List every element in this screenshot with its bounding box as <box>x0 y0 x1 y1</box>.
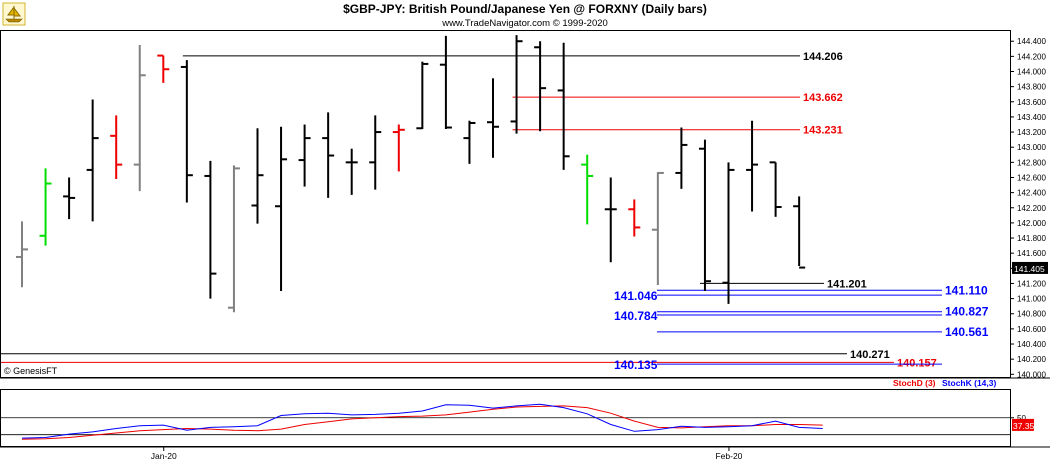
ohlc-bar <box>416 61 429 130</box>
price-tick-label: 142.600 <box>1017 173 1046 182</box>
date-tick-label: Feb-20 <box>715 451 742 461</box>
level-label: 141.046 <box>614 289 658 303</box>
sailing-ship-icon <box>2 2 26 26</box>
ohlc-bar <box>534 41 547 132</box>
price-tick-label: 143.200 <box>1017 128 1046 137</box>
ohlc-bar <box>63 177 76 220</box>
price-tick-label: 140.000 <box>1017 370 1046 379</box>
price-bars <box>16 35 806 313</box>
price-tick-label: 140.800 <box>1017 310 1046 319</box>
ohlc-bar <box>793 196 806 269</box>
price-tick-label: 144.200 <box>1017 52 1046 61</box>
legend-stoch-d: StochD (3) <box>893 378 936 388</box>
level-label: 140.561 <box>945 325 989 339</box>
level-label: 140.827 <box>945 305 989 319</box>
stoch-tick-label: 50 <box>1017 414 1026 423</box>
ohlc-bar <box>604 177 617 263</box>
ohlc-bar <box>204 160 217 299</box>
price-panel-frame <box>0 30 1011 378</box>
ohlc-bar <box>298 124 311 187</box>
price-tick-label: 140.200 <box>1017 355 1046 364</box>
price-axis: 140.000 140.200 140.400 140.600 140.800 141.0… <box>1010 37 1046 379</box>
price-tick-label: 142.200 <box>1017 204 1046 213</box>
ohlc-bar <box>157 54 170 83</box>
date-axis: Jan-20 Feb-20 <box>151 447 743 461</box>
ohlc-bar <box>722 162 735 304</box>
ohlc-bar <box>651 171 664 285</box>
stoch-line-blue <box>21 403 823 439</box>
ohlc-bar <box>251 128 264 224</box>
price-tick-label: 144.000 <box>1017 68 1046 77</box>
price-tick-label: 142.400 <box>1017 189 1046 198</box>
price-tick-label: 141.600 <box>1017 249 1046 258</box>
price-tick-label: 143.600 <box>1017 98 1046 107</box>
price-tick-label: 142.800 <box>1017 158 1046 167</box>
price-tick-label: 143.000 <box>1017 143 1046 152</box>
ohlc-bar <box>675 127 688 189</box>
stoch-last-box <box>1012 418 1034 431</box>
ohlc-bar <box>463 120 476 164</box>
price-tick-label: 143.800 <box>1017 83 1046 92</box>
ohlc-bar <box>227 165 240 313</box>
ohlc-bar <box>86 99 99 222</box>
ohlc-bar <box>746 120 759 212</box>
ohlc-bar <box>39 168 52 246</box>
ohlc-bar <box>557 42 570 170</box>
legend-stoch-k: StochK (14,3) <box>942 378 996 388</box>
ohlc-bar <box>628 199 641 237</box>
level-label: 141.201 <box>827 278 867 290</box>
last-price-box <box>1012 261 1048 274</box>
last-price-label: 141.405 <box>1014 264 1045 274</box>
ohlc-bar <box>581 154 594 225</box>
price-tick-label: 143.400 <box>1017 113 1046 122</box>
price-tick-label: 140.400 <box>1017 340 1046 349</box>
price-tick-label: 140.600 <box>1017 325 1046 334</box>
ohlc-bar <box>275 126 288 292</box>
ohlc-bar <box>487 78 499 158</box>
ohlc-bar <box>180 60 193 203</box>
level-label: 144.206 <box>803 51 843 63</box>
date-tick-label: Jan-20 <box>151 451 177 461</box>
stoch-line-red <box>21 405 823 440</box>
ohlc-bar <box>439 35 452 130</box>
ohlc-bar <box>322 112 335 198</box>
ohlc-bar <box>110 115 123 179</box>
ohlc-bar <box>369 115 382 190</box>
level-label: 140.157 <box>897 357 937 369</box>
ohlc-bar <box>16 221 28 288</box>
stoch-last-label: 37.35 <box>1013 421 1035 431</box>
price-tick-label: 141.000 <box>1017 295 1046 304</box>
level-label: 143.662 <box>803 92 843 104</box>
level-label: 140.271 <box>850 349 890 361</box>
level-label: 140.784 <box>614 309 658 323</box>
copyright-label: © GenesisFT <box>4 366 58 376</box>
chart-subtitle: www.TradeNavigator.com © 1999-2020 <box>441 18 608 29</box>
ohlc-bar <box>698 139 711 292</box>
support-resistance-levels: 144.206 143.662 143.231 141.201 141.110 141.0… <box>1 51 989 372</box>
chart-title: $GBP-JPY: British Pound/Japanese Yen @ F… <box>343 2 707 16</box>
level-label: 141.110 <box>945 283 988 297</box>
last-price-marker: 141.405 <box>1012 261 1048 274</box>
ohlc-bar <box>510 35 523 134</box>
ohlc-bar <box>769 161 782 217</box>
level-label: 140.135 <box>614 358 658 372</box>
price-tick-label: 141.800 <box>1017 234 1046 243</box>
price-tick-label: 144.400 <box>1017 37 1046 46</box>
price-tick-label: 142.000 <box>1017 219 1046 228</box>
ohlc-bar <box>392 124 405 172</box>
ohlc-bar <box>133 45 146 192</box>
level-label: 143.231 <box>803 125 843 137</box>
price-tick-label: 141.200 <box>1017 279 1046 288</box>
ohlc-bar <box>345 148 358 195</box>
